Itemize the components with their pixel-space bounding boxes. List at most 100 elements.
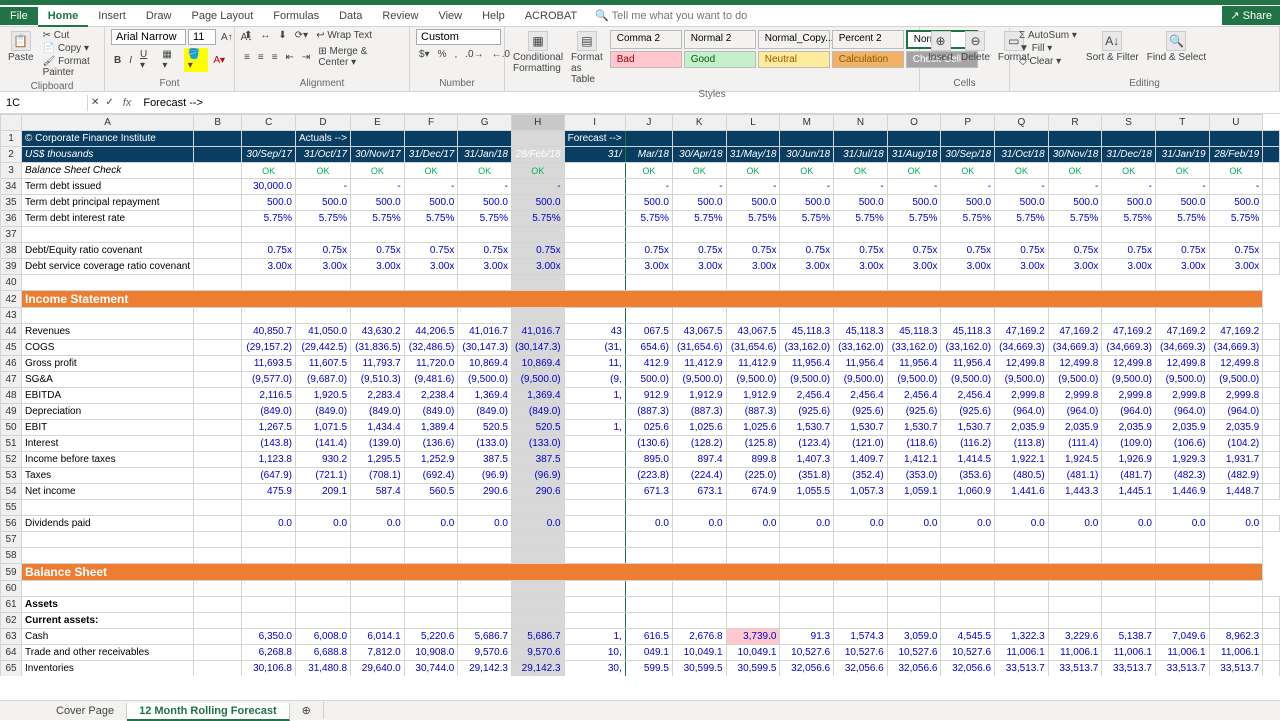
cell[interactable]: 500.0 (834, 195, 888, 211)
cell[interactable]: (849.0) (404, 404, 458, 420)
cell[interactable]: 3.00x (512, 259, 565, 275)
cell[interactable]: (141.4) (296, 436, 351, 452)
cell[interactable] (941, 131, 995, 147)
cell[interactable]: 30,744.0 (404, 661, 458, 677)
cell[interactable]: 1,922.1 (995, 452, 1049, 468)
cell[interactable]: 31/Aug/18 (887, 147, 941, 163)
cell[interactable]: (9,500.0) (1102, 372, 1156, 388)
cell[interactable]: 1,443.3 (1048, 484, 1102, 500)
cell[interactable] (672, 597, 726, 613)
cell[interactable]: 025.6 (625, 420, 672, 436)
cell[interactable]: 412.9 (625, 356, 672, 372)
col-header[interactable]: U (1209, 115, 1263, 131)
cell[interactable]: - (834, 179, 888, 195)
cell[interactable]: 1,574.3 (834, 629, 888, 645)
cell[interactable]: 43,067.5 (726, 324, 780, 340)
cell[interactable]: 587.4 (351, 484, 405, 500)
cell[interactable]: (111.4) (1048, 436, 1102, 452)
cell[interactable]: 1,025.6 (672, 420, 726, 436)
cell[interactable]: (849.0) (296, 404, 351, 420)
cell[interactable]: 12,499.8 (995, 356, 1049, 372)
font-name-input[interactable] (111, 29, 186, 45)
underline-button[interactable]: U ▾ (137, 48, 157, 72)
cell[interactable]: (887.3) (672, 404, 726, 420)
cell[interactable]: 209.1 (296, 484, 351, 500)
tab-page-layout[interactable]: Page Layout (181, 7, 263, 25)
cell[interactable] (242, 613, 296, 629)
cell[interactable]: OK (834, 163, 888, 179)
cell[interactable] (194, 452, 242, 468)
cell[interactable]: (33,162.0) (780, 340, 834, 356)
col-header[interactable]: K (672, 115, 726, 131)
cell[interactable]: 5.75% (726, 211, 780, 227)
cell[interactable]: 5,220.6 (404, 629, 458, 645)
cell[interactable]: 1,530.7 (887, 420, 941, 436)
cell[interactable]: Depreciation (22, 404, 194, 420)
cell[interactable] (458, 131, 512, 147)
col-header[interactable]: Q (995, 115, 1049, 131)
cell[interactable] (194, 516, 242, 532)
cell[interactable]: 616.5 (625, 629, 672, 645)
align-left[interactable]: ≡ (241, 51, 253, 64)
cell[interactable] (194, 388, 242, 404)
cell[interactable]: 1,389.4 (404, 420, 458, 436)
cell[interactable]: 0.0 (1102, 516, 1156, 532)
cell[interactable]: (34,669.3) (1102, 340, 1156, 356)
cell[interactable]: 6,688.8 (296, 645, 351, 661)
cell[interactable]: 387.5 (458, 452, 512, 468)
cell[interactable]: 0.0 (1209, 516, 1263, 532)
cell[interactable]: 0.75x (625, 243, 672, 259)
cell[interactable] (296, 597, 351, 613)
cell[interactable]: 3.00x (625, 259, 672, 275)
cell[interactable] (625, 131, 672, 147)
cell[interactable] (1263, 388, 1280, 404)
cell[interactable]: (925.6) (834, 404, 888, 420)
cell[interactable]: 1,060.9 (941, 484, 995, 500)
row-header[interactable]: 55 (1, 500, 22, 516)
cell[interactable] (1102, 131, 1156, 147)
cell[interactable]: (849.0) (458, 404, 512, 420)
cell[interactable]: OK (404, 163, 458, 179)
cell[interactable]: 30/Sep/18 (941, 147, 995, 163)
cell[interactable]: 599.5 (625, 661, 672, 677)
cell[interactable]: OK (625, 163, 672, 179)
cell[interactable]: 1,441.6 (995, 484, 1049, 500)
style-normalcopy[interactable]: Normal_Copy... (758, 30, 830, 49)
cell[interactable]: 11,720.0 (404, 356, 458, 372)
tab-formulas[interactable]: Formulas (263, 7, 329, 25)
cell[interactable]: 43,630.2 (351, 324, 405, 340)
cell[interactable]: 11,956.4 (780, 356, 834, 372)
cell[interactable]: 500.0) (625, 372, 672, 388)
cell[interactable]: 31/Jan/18 (458, 147, 512, 163)
cell[interactable]: 6,014.1 (351, 629, 405, 645)
cell[interactable]: 10,527.6 (780, 645, 834, 661)
cell[interactable]: 30/Sep/17 (242, 147, 296, 163)
cell[interactable]: 0.75x (887, 243, 941, 259)
cell[interactable]: (125.8) (726, 436, 780, 452)
cell[interactable] (1263, 372, 1280, 388)
cell[interactable] (1209, 613, 1263, 629)
cell[interactable]: 45,118.3 (780, 324, 834, 340)
cell[interactable] (887, 131, 941, 147)
col-header[interactable]: F (404, 115, 458, 131)
cell[interactable] (672, 131, 726, 147)
cell[interactable]: - (404, 179, 458, 195)
cell[interactable]: 33,513.7 (1209, 661, 1263, 677)
cell[interactable]: (9,500.0) (1155, 372, 1209, 388)
cell[interactable]: (9,510.3) (351, 372, 405, 388)
cell[interactable]: 31/Oct/17 (296, 147, 351, 163)
cell[interactable]: 1,912.9 (672, 388, 726, 404)
row-header[interactable]: 65 (1, 661, 22, 677)
cell[interactable]: 0.0 (625, 516, 672, 532)
cell[interactable]: 2,456.4 (780, 388, 834, 404)
cell[interactable]: 500.0 (404, 195, 458, 211)
tab-help[interactable]: Help (472, 7, 515, 25)
cell[interactable] (1263, 259, 1280, 275)
cell[interactable]: 30,599.5 (672, 661, 726, 677)
cell[interactable]: 500.0 (995, 195, 1049, 211)
cell[interactable]: 10,527.6 (834, 645, 888, 661)
tab-home[interactable]: Home (38, 7, 89, 27)
cell[interactable]: (33,162.0) (887, 340, 941, 356)
cell[interactable] (1048, 131, 1102, 147)
cell[interactable]: Assets (22, 597, 194, 613)
